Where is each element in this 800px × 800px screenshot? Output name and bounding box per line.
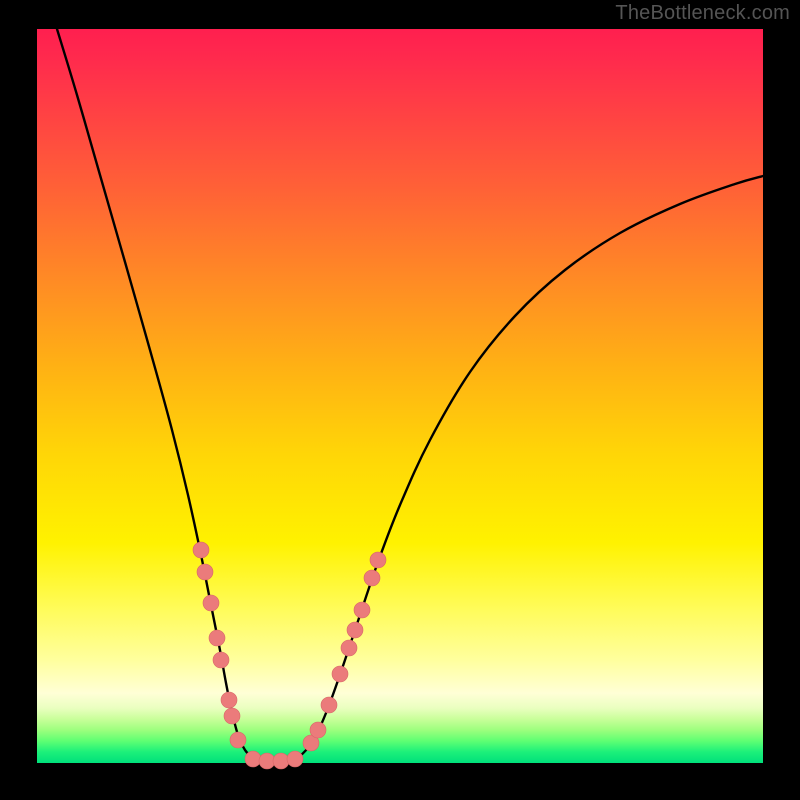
data-marker (259, 753, 275, 769)
data-marker (332, 666, 348, 682)
data-marker (213, 652, 229, 668)
data-marker (341, 640, 357, 656)
data-marker (209, 630, 225, 646)
chart-svg (0, 0, 800, 800)
data-marker (321, 697, 337, 713)
data-marker (245, 751, 261, 767)
data-marker (364, 570, 380, 586)
data-marker (221, 692, 237, 708)
chart-stage: TheBottleneck.com (0, 0, 800, 800)
data-marker (347, 622, 363, 638)
plot-background (37, 29, 763, 763)
data-marker (193, 542, 209, 558)
data-marker (273, 753, 289, 769)
data-marker (354, 602, 370, 618)
data-marker (224, 708, 240, 724)
data-marker (310, 722, 326, 738)
data-marker (230, 732, 246, 748)
data-marker (370, 552, 386, 568)
data-marker (287, 751, 303, 767)
data-marker (197, 564, 213, 580)
data-marker (203, 595, 219, 611)
